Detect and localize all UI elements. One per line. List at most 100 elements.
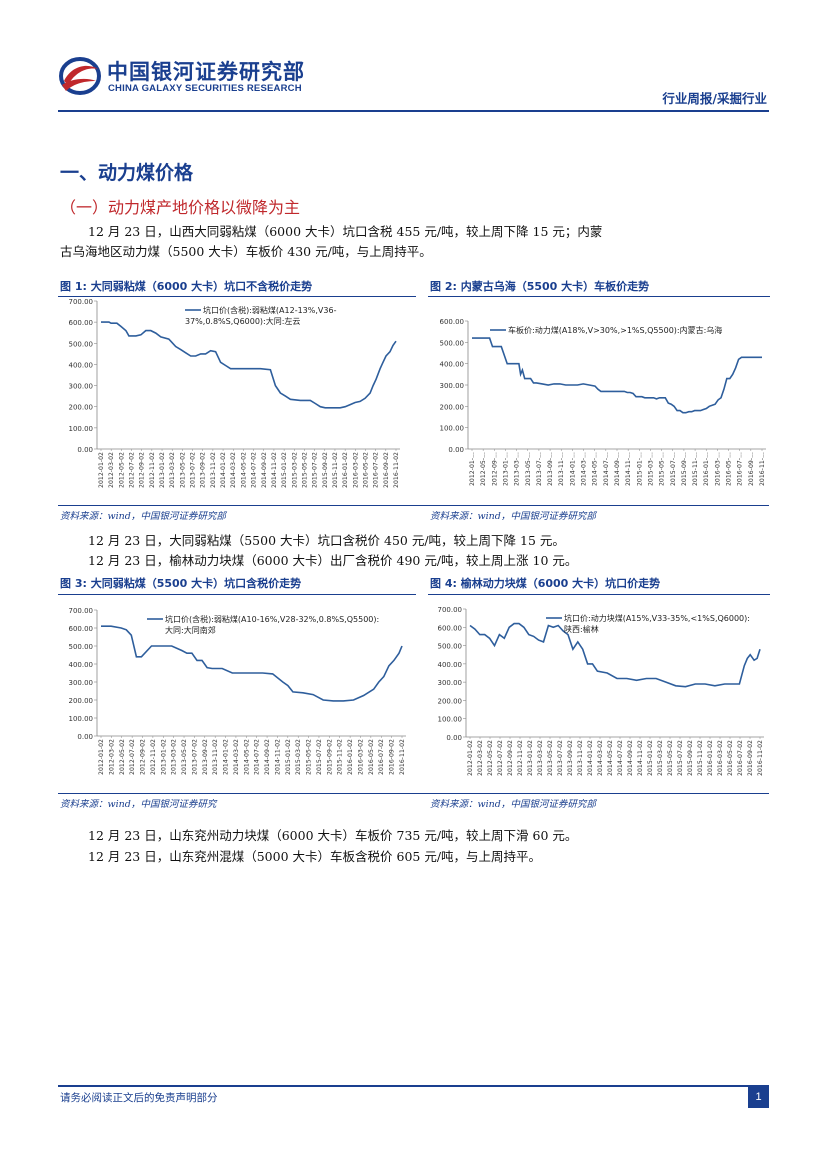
chart-4: 0.00 100.00 200.00 300.00 400.00 500.00 600.00… (438, 606, 764, 776)
y-tick-label: 400.00 (440, 361, 465, 369)
x-tick-label: 2016-11-02 (393, 452, 400, 488)
x-tick-label: 2012-11-02 (149, 452, 156, 488)
x-tick-label: 2016-05-... (726, 452, 733, 486)
x-tick-label: 2015-09-02 (326, 739, 333, 775)
x-tick-label: 2015-03-02 (295, 739, 302, 775)
x-tick-label: 2012-01-02 (98, 739, 105, 775)
y-tick-label: 100.00 (440, 425, 465, 433)
x-tick-label: 2015-05-02 (301, 452, 308, 488)
x-tick-label: 2012-09-... (491, 452, 498, 486)
logo-chinese-name: 中国银河证券研究部 (107, 60, 305, 84)
x-tick-label: 2012-05-... (480, 452, 487, 486)
x-tick-label: 2015-11-02 (697, 740, 704, 776)
x-tick-label: 2015-11-02 (332, 452, 339, 488)
x-tick-label: 2014-03-02 (233, 739, 240, 775)
x-tick-label: 2014-01-02 (223, 739, 230, 775)
x-tick-label: 2014-11-02 (271, 452, 278, 488)
x-tick-label: 2016-07-02 (373, 452, 380, 488)
x-tick-label: 2014-09-... (614, 452, 621, 486)
x-tick-label: 2016-11-02 (399, 739, 406, 775)
x-tick-label: 2014-11-02 (274, 739, 281, 775)
y-tick-label: 200.00 (440, 403, 465, 411)
legend-label-line-1: 坑口价:动力块煤(A15%,V33-35%,<1%S,Q6000): (564, 613, 750, 623)
y-tick-label: 200.00 (69, 697, 94, 705)
x-tick-label: 2014-05-... (592, 452, 599, 486)
x-tick-label: 2015-05-02 (667, 740, 674, 776)
x-tick-label: 2014-01-02 (220, 452, 227, 488)
x-tick-label: 2015-01-02 (647, 740, 654, 776)
x-tick-label: 2016-01-02 (347, 739, 354, 775)
x-tick-label: 2013-09-... (547, 452, 554, 486)
x-tick-label: 2015-09-02 (322, 452, 329, 488)
x-tick-label: 2014-01-02 (587, 740, 594, 776)
x-tick-label: 2014-03-02 (597, 740, 604, 776)
legend-label-line-2: 37%,0.8%S,Q6000):大同:左云 (185, 316, 300, 326)
x-tick-label: 2014-09-02 (627, 740, 634, 776)
figure-2-title-rule (428, 296, 770, 297)
x-tick-label: 2016-05-02 (362, 452, 369, 488)
x-tick-label: 2013-03-02 (169, 452, 176, 488)
y-tick-label: 300.00 (69, 383, 94, 391)
y-tick-label: 400.00 (438, 661, 463, 669)
x-tick-label: 2016-01-02 (342, 452, 349, 488)
x-tick-label: 2015-11-02 (337, 739, 344, 775)
x-tick-label: 2012-01-02 (467, 740, 474, 776)
paragraph-3: 12 月 23 日，榆林动力块煤（6000 大卡）出厂含税价 490 元/吨，较… (88, 553, 578, 568)
section-title: 一、动力煤价格 (60, 162, 194, 184)
legend-label-line-1: 坑口价(含税):弱粘煤(A12-13%,V36- (203, 305, 337, 315)
x-tick-label: 2012-01-02 (98, 452, 105, 488)
x-tick-label: 2016-01-... (703, 452, 710, 486)
x-tick-label: 2016-03-... (714, 452, 721, 486)
x-tick-label: 2014-07-... (603, 452, 610, 486)
x-tick-label: 2013-07-02 (191, 739, 198, 775)
x-tick-label: 2016-01-02 (707, 740, 714, 776)
x-tick-label: 2012-11-02 (517, 740, 524, 776)
x-tick-label: 2016-03-02 (352, 452, 359, 488)
y-tick-label: 600.00 (438, 624, 463, 632)
paragraph-1-line-1: 12 月 23 日，山西大同弱粘煤（6000 大卡）坑口含税 455 元/吨，较… (88, 224, 603, 239)
footer-rule (58, 1085, 769, 1087)
paragraph-1: 12 月 23 日，山西大同弱粘煤（6000 大卡）坑口含税 455 元/吨，较… (60, 222, 780, 262)
x-tick-label: 2014-11-... (625, 452, 632, 486)
x-tick-label: 2014-03-... (581, 452, 588, 486)
x-tick-label: 2014-09-02 (264, 739, 271, 775)
logo-mark (58, 55, 102, 97)
y-tick-label: 400.00 (69, 661, 94, 669)
series-line (101, 321, 397, 409)
x-tick-label: 2013-01-... (502, 452, 509, 486)
x-tick-label: 2015-07-... (670, 452, 677, 486)
figure-3-title-rule (58, 594, 416, 595)
footer-disclaimer: 请务必阅读正文后的免责声明部分 (60, 1092, 218, 1104)
x-tick-label: 2015-01-02 (285, 739, 292, 775)
x-tick-label: 2016-09-02 (389, 739, 396, 775)
x-tick-label: 2014-09-02 (261, 452, 268, 488)
x-tick-label: 2016-11-... (759, 452, 766, 486)
series-line (469, 622, 761, 688)
figure-1-title-rule (58, 296, 416, 297)
header-rule (58, 110, 769, 112)
y-tick-label: 100.00 (69, 425, 94, 433)
x-tick-label: 2016-09-... (748, 452, 755, 486)
y-tick-label: 500.00 (438, 643, 463, 651)
x-tick-label: 2015-05-... (659, 452, 666, 486)
y-tick-label: 700.00 (69, 298, 94, 306)
x-tick-label: 2015-01-... (636, 452, 643, 486)
x-tick-label: 2012-09-02 (507, 740, 514, 776)
report-tag: 行业周报/采掘行业 (662, 91, 767, 106)
x-tick-label: 2016-07-02 (737, 740, 744, 776)
x-tick-label: 2013-05-... (525, 452, 532, 486)
x-tick-label: 2013-01-02 (527, 740, 534, 776)
y-tick-label: 100.00 (438, 716, 463, 724)
x-tick-label: 2012-03-02 (108, 452, 115, 488)
figure-3-source: 资料来源：wind，中国银河证券研究 (60, 799, 217, 810)
x-tick-label: 2015-05-02 (306, 739, 313, 775)
x-tick-label: 2014-11-02 (637, 740, 644, 776)
x-tick-label: 2013-05-02 (179, 452, 186, 488)
x-tick-label: 2012-03-02 (477, 740, 484, 776)
x-tick-label: 2012-05-02 (487, 740, 494, 776)
y-tick-label: 300.00 (440, 382, 465, 390)
y-tick-label: 300.00 (438, 679, 463, 687)
x-tick-label: 2013-03-... (514, 452, 521, 486)
x-tick-label: 2012-11-02 (150, 739, 157, 775)
figure-row-2-bottom-rule (58, 793, 769, 794)
